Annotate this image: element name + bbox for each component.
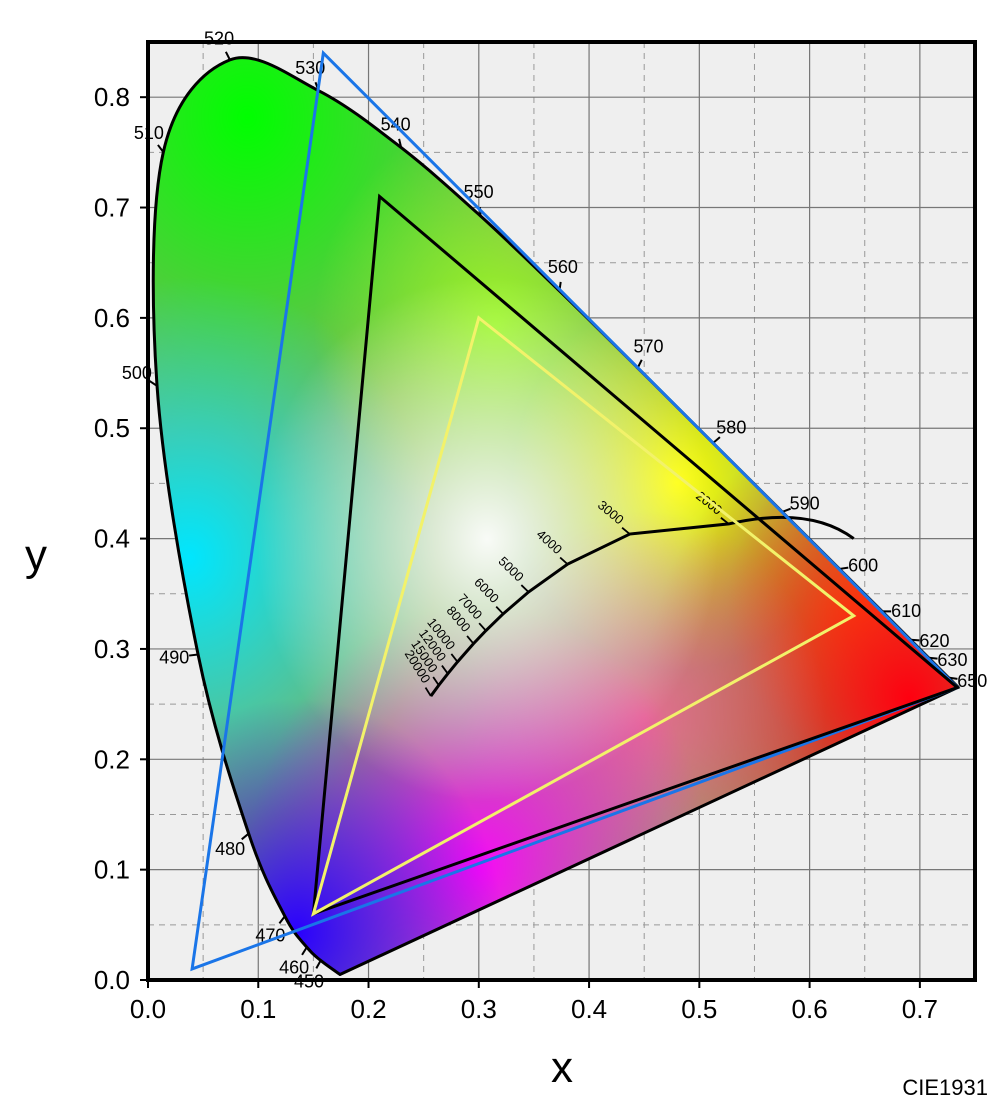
cct-tick [621, 526, 631, 535]
plot-frame [146, 40, 977, 982]
x-tick-label: 0.0 [130, 994, 166, 1024]
wavelength-label: 650 [957, 671, 987, 691]
wavelength-label: 550 [464, 182, 494, 202]
cct-tick [720, 517, 730, 525]
cct-tick [424, 687, 432, 697]
wavelength-tick [278, 915, 286, 924]
wavelength-label: 490 [159, 647, 189, 667]
cct-tick [478, 622, 487, 632]
cct-tick [432, 676, 440, 686]
cct-tick [441, 665, 449, 675]
wavelength-tick [241, 832, 250, 841]
wavelength-tick [315, 959, 322, 969]
wavelength-tick [224, 51, 231, 61]
y-axis-title: y [25, 531, 47, 580]
y-tick-label: 0.6 [94, 303, 130, 333]
wavelength-label: 630 [937, 650, 967, 670]
wavelength-tick [189, 653, 199, 657]
x-tick-label: 0.5 [681, 994, 717, 1024]
wavelength-label: 600 [848, 556, 878, 576]
y-tick-label: 0.5 [94, 413, 130, 443]
wavelength-tick [148, 380, 158, 387]
wavelength-markers: 4504604704804905005105205305405505605705… [122, 28, 987, 991]
y-tick-label: 0.0 [94, 965, 130, 995]
x-tick-label: 0.1 [240, 994, 276, 1024]
x-tick-label: 0.6 [792, 994, 828, 1024]
chart-caption: CIE1931 [902, 1075, 988, 1100]
x-tick-label: 0.2 [350, 994, 386, 1024]
gamut-triangle [311, 315, 857, 917]
wavelength-label: 590 [790, 493, 820, 513]
x-tick-label: 0.3 [461, 994, 497, 1024]
wavelength-tick [781, 507, 792, 513]
y-tick-label: 0.7 [94, 193, 130, 223]
wavelength-tick [910, 638, 920, 642]
y-axis-ticks: 0.0 0.1 0.2 0.3 0.4 0.5 0.6 0.7 0.8 [94, 82, 148, 995]
y-tick-label: 0.8 [94, 82, 130, 112]
wavelength-tick [948, 676, 958, 680]
wavelength-label: 620 [919, 631, 949, 651]
y-tick-label: 0.3 [94, 634, 130, 664]
wavelength-tick [398, 138, 403, 148]
cct-tick [559, 556, 569, 565]
wavelength-label: 520 [204, 28, 234, 48]
gamut-triangles [190, 49, 961, 972]
wavelength-label: 560 [548, 257, 578, 277]
cct-tick [520, 584, 530, 593]
y-tick-label: 0.4 [94, 524, 130, 554]
wavelength-tick [157, 144, 165, 153]
wavelength-label: 480 [215, 839, 245, 859]
wavelength-label: 610 [891, 601, 921, 621]
cct-tick [450, 653, 459, 663]
wavelength-label: 570 [634, 336, 664, 356]
wavelength-tick [712, 436, 721, 444]
x-axis-title: x [551, 1043, 573, 1092]
x-axis-ticks: 0.0 0.1 0.2 0.3 0.4 0.5 0.6 0.7 [130, 980, 938, 1024]
wavelength-label: 530 [295, 58, 325, 78]
wavelength-label: 470 [255, 925, 285, 945]
y-tick-label: 0.1 [94, 855, 130, 885]
x-tick-label: 0.4 [571, 994, 607, 1024]
cct-tick [466, 635, 475, 645]
wavelength-label: 580 [716, 417, 746, 437]
y-tick-label: 0.2 [94, 744, 130, 774]
gamut-triangle [311, 193, 961, 916]
wavelength-label: 500 [122, 363, 152, 383]
wavelength-label: 460 [279, 958, 309, 978]
wavelength-tick [301, 946, 308, 956]
gamut-triangle [190, 49, 961, 972]
x-tick-label: 0.7 [902, 994, 938, 1024]
cct-tick [495, 606, 504, 615]
wavelength-tick [928, 656, 938, 660]
wavelength-tick [839, 566, 849, 570]
